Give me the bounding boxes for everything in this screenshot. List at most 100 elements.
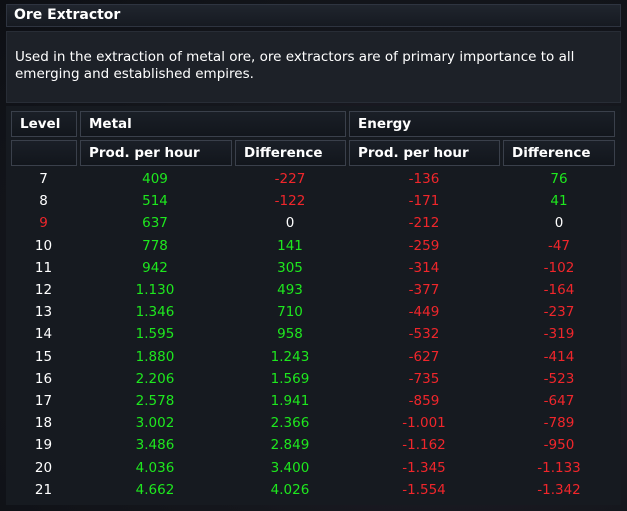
cell-level: 12 [34,282,53,298]
cell-metal-diff: 0 [285,215,295,232]
cell-metal-prod: 4.662 [135,481,175,498]
cell-level: 11 [34,259,53,276]
cell-metal-diff: 305 [277,259,303,276]
table-row: 10 778 141 -259 -47 [6,235,621,257]
cell-energy-diff: -164 [543,282,575,298]
cell-energy-prod: -449 [408,304,440,321]
cell-metal-prod: 3.486 [135,437,175,454]
cell-level: 21 [34,481,53,498]
table-row: 21 4.662 4.026 -1.554 -1.342 [6,479,621,501]
header-energy-prod: Prod. per hour [349,140,500,166]
header-metal-prod: Prod. per hour [80,140,232,166]
cell-energy-diff: -47 [547,237,571,254]
cell-level: 20 [34,459,53,476]
cell-metal-diff: 493 [277,282,303,298]
cell-energy-prod: -1.554 [402,481,446,498]
cell-metal-diff: 2.366 [270,415,310,432]
cell-energy-prod: -259 [408,237,440,254]
cell-level: 8 [39,193,48,210]
cell-metal-prod: 4.036 [135,459,175,476]
cell-level: 17 [34,393,53,409]
cell-level: 18 [34,415,53,432]
cell-energy-diff: -523 [543,370,575,387]
cell-metal-prod: 2.578 [135,393,175,409]
cell-level: 7 [39,171,48,187]
cell-metal-prod: 778 [142,237,168,254]
cell-level: 9 [39,215,48,232]
cell-energy-diff: -102 [543,259,575,276]
cell-energy-diff: -1.133 [537,459,581,476]
header-metal-diff: Difference [235,140,346,166]
cell-level: 15 [34,348,53,365]
table-row: 17 2.578 1.941 -859 -647 [6,390,621,412]
cell-metal-prod: 1.130 [135,282,175,298]
cell-energy-prod: -627 [408,348,440,365]
cell-energy-diff: 41 [550,193,568,210]
cell-energy-diff: 0 [554,215,564,232]
table-row: 18 3.002 2.366 -1.001 -789 [6,412,621,434]
table-row: 15 1.880 1.243 -627 -414 [6,346,621,368]
cell-energy-diff: -237 [543,304,575,321]
table-row: 8 514 -122 -171 41 [6,190,621,212]
cell-metal-diff: 1.243 [270,348,310,365]
cell-metal-prod: 637 [142,215,168,232]
cell-metal-prod: 3.002 [135,415,175,432]
cell-metal-diff: 1.941 [270,393,310,409]
window-title: Ore Extractor [6,4,621,27]
cell-energy-prod: -314 [408,259,440,276]
cell-metal-diff: -122 [274,193,306,210]
table-row: 9 637 0 -212 0 [6,212,621,234]
cell-energy-prod: -171 [408,193,440,210]
table-row: 7 409 -227 -136 76 [6,168,621,190]
header-level: Level [11,111,77,137]
table-row: 19 3.486 2.849 -1.162 -950 [6,434,621,456]
cell-energy-diff: -789 [543,415,575,432]
cell-metal-diff: 958 [277,326,303,343]
cell-level: 14 [34,326,53,343]
cell-energy-prod: -377 [408,282,440,298]
cell-metal-prod: 2.206 [135,370,175,387]
table-row: 12 1.130 493 -377 -164 [6,279,621,301]
cell-energy-prod: -1.162 [402,437,446,454]
cell-metal-prod: 942 [142,259,168,276]
cell-metal-diff: 1.569 [270,370,310,387]
cell-metal-diff: 3.400 [270,459,310,476]
cell-energy-diff: -319 [543,326,575,343]
table-row: 14 1.595 958 -532 -319 [6,323,621,345]
table-row: 11 942 305 -314 -102 [6,257,621,279]
cell-energy-prod: -1.345 [402,459,446,476]
table-row: 20 4.036 3.400 -1.345 -1.133 [6,457,621,479]
cell-level: 16 [34,370,53,387]
cell-metal-diff: -227 [274,171,306,187]
cell-energy-prod: -1.001 [402,415,446,432]
cell-energy-prod: -212 [408,215,440,232]
header-energy-diff: Difference [503,140,615,166]
cell-energy-prod: -136 [408,171,440,187]
cell-metal-prod: 1.880 [135,348,175,365]
cell-energy-diff: -950 [543,437,575,454]
cell-metal-diff: 2.849 [270,437,310,454]
table-row: 16 2.206 1.569 -735 -523 [6,368,621,390]
cell-metal-prod: 409 [142,171,168,187]
header-energy: Energy [349,111,615,137]
production-table: Level Metal Energy Prod. per hour Differ… [6,106,621,505]
cell-energy-prod: -735 [408,370,440,387]
cell-metal-prod: 514 [142,193,168,210]
cell-level: 13 [34,304,53,321]
cell-energy-prod: -532 [408,326,440,343]
cell-energy-diff: -1.342 [537,481,581,498]
header-metal: Metal [80,111,346,137]
cell-energy-diff: -414 [543,348,575,365]
table-row: 13 1.346 710 -449 -237 [6,301,621,323]
cell-energy-prod: -859 [408,393,440,409]
cell-metal-diff: 141 [277,237,303,254]
cell-energy-diff: -647 [543,393,575,409]
header-level-blank [11,140,77,166]
building-description: Used in the extraction of metal ore, ore… [6,31,621,103]
cell-metal-diff: 4.026 [270,481,310,498]
cell-metal-prod: 1.595 [135,326,175,343]
cell-metal-diff: 710 [277,304,303,321]
cell-level: 19 [34,437,53,454]
cell-metal-prod: 1.346 [135,304,175,321]
cell-level: 10 [34,237,53,254]
